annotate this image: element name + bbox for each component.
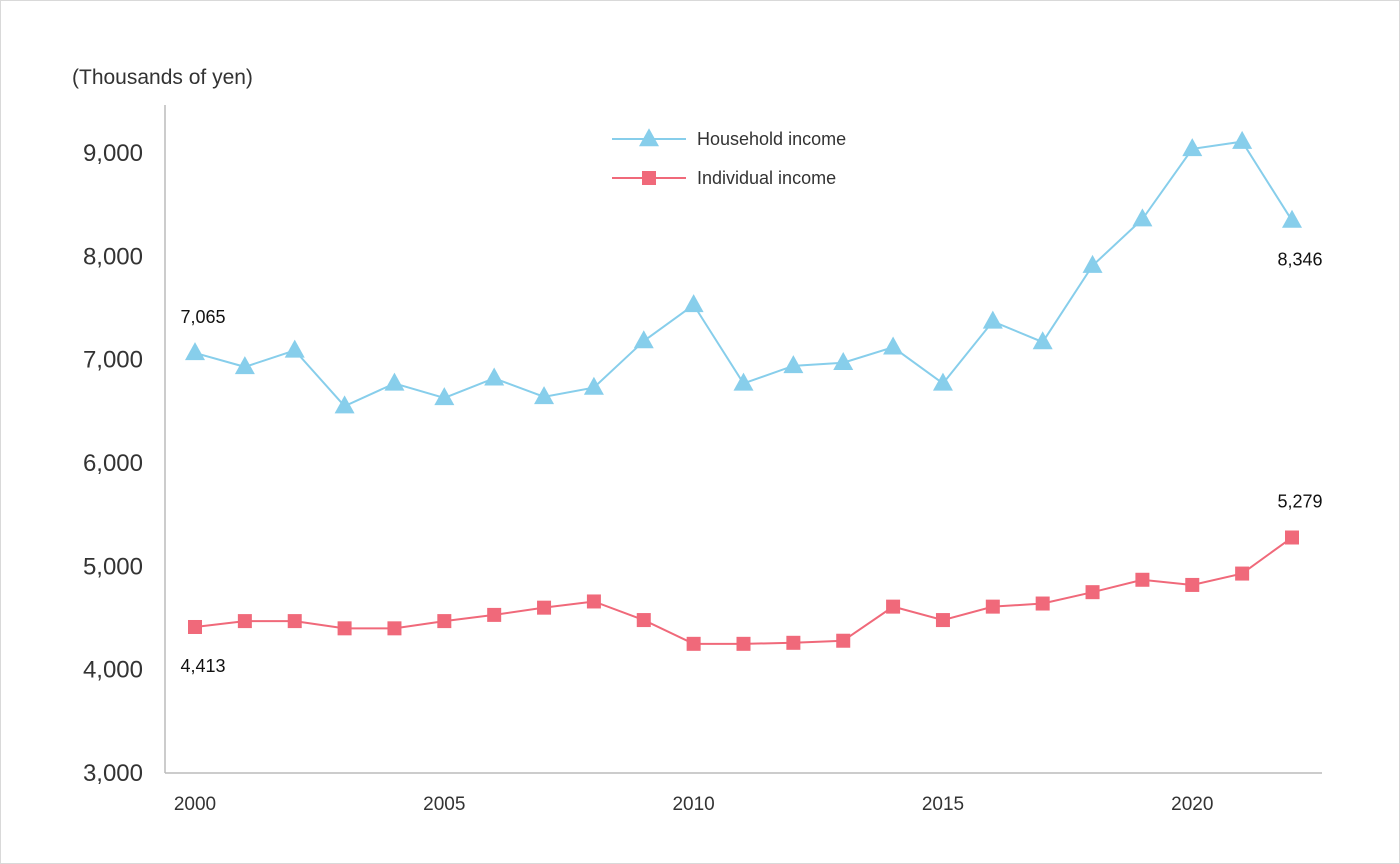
data-point <box>786 635 801 650</box>
data-point <box>334 395 355 414</box>
series-square <box>188 530 1299 651</box>
y-tick-label: 4,000 <box>83 657 143 684</box>
data-point <box>736 636 751 651</box>
data-point <box>982 310 1003 329</box>
series-line <box>194 536 1293 645</box>
data-point <box>1085 585 1100 600</box>
data-point <box>783 355 804 374</box>
legend: Household income Individual income <box>612 128 846 188</box>
y-tick-label: 9,000 <box>83 140 143 167</box>
data-point <box>1035 596 1050 611</box>
data-point <box>1032 331 1053 350</box>
data-label: 8,346 <box>1277 250 1322 270</box>
data-point <box>434 387 455 406</box>
data-point <box>1132 208 1153 227</box>
data-label: 4,413 <box>180 656 225 676</box>
data-point <box>985 599 1000 614</box>
data-point <box>886 599 901 614</box>
x-tick-label: 2020 <box>1171 794 1213 815</box>
legend-marker <box>642 171 656 185</box>
data-label: 7,065 <box>180 307 225 327</box>
x-tick-label: 2010 <box>672 794 714 815</box>
y-tick-label: 7,000 <box>83 347 143 374</box>
data-point <box>836 633 851 648</box>
data-point <box>337 621 352 636</box>
data-point <box>188 619 202 634</box>
data-point <box>185 342 205 361</box>
data-point <box>487 607 502 622</box>
y-tick-label: 8,000 <box>83 243 143 270</box>
legend-item: Household income <box>612 128 846 149</box>
data-point <box>387 621 402 636</box>
data-point <box>534 386 555 405</box>
y-tick-label: 6,000 <box>83 450 143 477</box>
data-point <box>636 613 651 628</box>
y-tick-label: 5,000 <box>83 553 143 580</box>
data-point <box>437 614 452 629</box>
legend-marker <box>639 128 659 147</box>
data-point <box>1185 577 1200 592</box>
data-point <box>237 614 252 629</box>
data-point <box>1282 209 1302 228</box>
x-tick-label: 2015 <box>922 794 964 815</box>
series-triangle <box>185 130 1302 414</box>
x-axis-ticks: 2000 2005 2010 2015 2020 <box>174 794 1214 815</box>
y-axis-ticks: 3,000 4,000 5,000 6,000 7,000 8,000 9,000 <box>83 140 143 787</box>
data-point <box>1285 530 1299 545</box>
data-point <box>633 330 654 349</box>
data-point <box>1232 130 1253 149</box>
data-point <box>1082 254 1103 273</box>
data-point <box>1135 572 1150 587</box>
data-point <box>537 600 552 615</box>
data-point <box>287 614 302 629</box>
legend-label: Individual income <box>697 168 836 188</box>
data-point <box>1235 566 1250 581</box>
x-tick-label: 2000 <box>174 794 216 815</box>
data-point <box>1182 138 1203 157</box>
data-point <box>883 336 904 355</box>
data-point <box>484 367 505 386</box>
data-point <box>683 294 704 313</box>
y-tick-label: 3,000 <box>83 760 143 787</box>
data-point <box>384 372 405 391</box>
legend-item: Individual income <box>612 168 836 188</box>
y-axis-unit-label: (Thousands of yen) <box>72 66 253 89</box>
data-point <box>733 372 754 391</box>
series-layer <box>185 130 1302 651</box>
legend-label: Household income <box>697 129 846 149</box>
data-point <box>234 356 255 375</box>
data-label: 5,279 <box>1277 492 1322 512</box>
data-point <box>284 339 305 358</box>
data-point <box>833 351 854 370</box>
data-point <box>935 613 950 628</box>
data-point <box>686 636 701 651</box>
x-tick-label: 2005 <box>423 794 465 815</box>
data-labels: 7,065 8,346 4,413 5,279 <box>180 250 1322 676</box>
data-point <box>583 376 604 395</box>
data-point <box>932 372 953 391</box>
data-point <box>586 594 601 609</box>
